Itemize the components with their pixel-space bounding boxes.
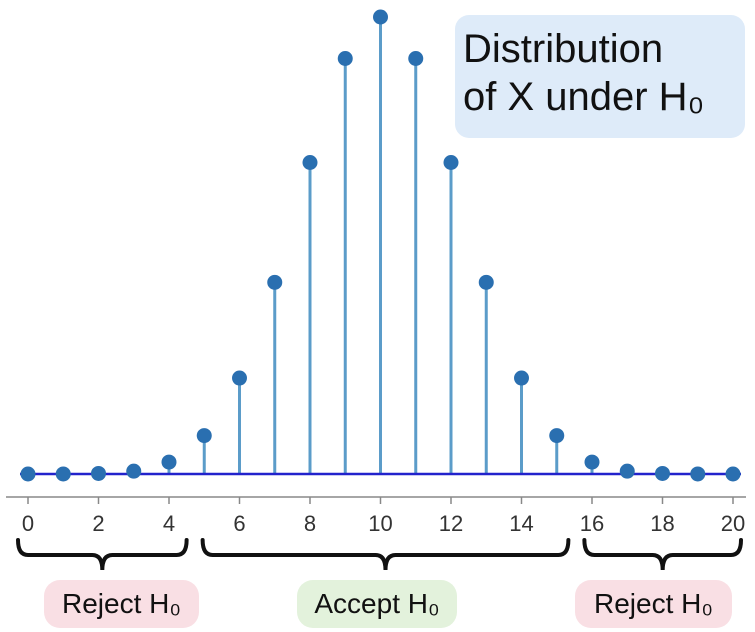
stem-marker xyxy=(619,463,635,479)
reject-right-label: Reject H₀ xyxy=(575,580,732,628)
stem-marker xyxy=(514,370,529,386)
stem-marker xyxy=(549,428,565,444)
stem-marker xyxy=(478,274,494,290)
stem-marker xyxy=(690,466,706,482)
stem-marker xyxy=(196,428,212,444)
stem-marker xyxy=(302,155,318,171)
x-tick-label: 6 xyxy=(233,511,245,536)
x-tick-label: 18 xyxy=(650,511,674,536)
x-tick-label: 4 xyxy=(163,511,175,536)
stem-marker xyxy=(91,465,106,481)
stem-marker xyxy=(55,466,71,482)
x-tick-label: 16 xyxy=(580,511,604,536)
x-tick-label: 8 xyxy=(304,511,316,536)
x-tick-label: 14 xyxy=(509,511,533,536)
stem-marker xyxy=(337,50,353,66)
stem-marker xyxy=(725,466,741,482)
stem-marker xyxy=(232,370,247,386)
x-tick-label: 20 xyxy=(721,511,745,536)
stems-group xyxy=(26,17,735,474)
region-brace xyxy=(16,538,189,571)
braces-group xyxy=(16,538,743,571)
region-brace xyxy=(200,538,571,571)
x-tick-label: 0 xyxy=(22,511,34,536)
stem-marker xyxy=(584,454,600,470)
stem-marker xyxy=(20,466,36,482)
stem-marker xyxy=(126,463,142,479)
x-ticks-group: 0 2 4 6 8 10 12 14 16 18 20 xyxy=(22,497,745,536)
stem-marker xyxy=(655,465,670,481)
stem-marker xyxy=(161,454,177,470)
chart-title-line2: of X under H₀ xyxy=(463,75,705,119)
stem-marker xyxy=(373,9,388,25)
stem-marker xyxy=(267,274,283,290)
x-tick-label: 10 xyxy=(368,511,392,536)
reject-left-label: Reject H₀ xyxy=(44,580,199,628)
chart-title: Distribution of X under H₀ xyxy=(455,15,745,138)
x-tick-label: 12 xyxy=(439,511,463,536)
x-tick-label: 2 xyxy=(92,511,104,536)
stem-marker xyxy=(408,50,424,66)
region-brace xyxy=(582,538,743,571)
accept-label: Accept H₀ xyxy=(297,580,457,628)
chart-title-line1: Distribution xyxy=(463,27,664,71)
markers-group xyxy=(20,9,741,482)
stem-marker xyxy=(443,155,459,171)
